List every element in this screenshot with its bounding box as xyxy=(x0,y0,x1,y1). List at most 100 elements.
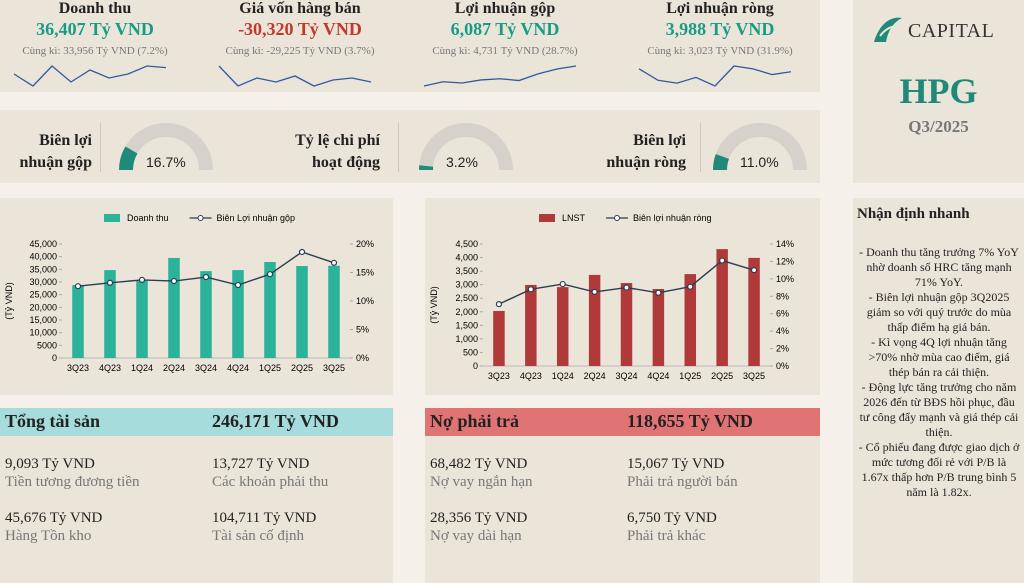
y-tick-label: 500 xyxy=(463,347,478,357)
gauge xyxy=(119,123,213,171)
x-tick-label: 4Q24 xyxy=(227,363,249,373)
kpi-panel xyxy=(0,0,820,92)
line-marker xyxy=(623,284,630,291)
line-marker xyxy=(495,301,503,308)
item-label: Nợ vay dài hạn xyxy=(430,528,522,544)
y-tick-label: 15,000 xyxy=(29,315,57,325)
period: Q3/2025 xyxy=(908,117,969,136)
section-title: Nợ phải trả xyxy=(430,411,519,431)
section-value: 246,171 Tỷ VND xyxy=(212,411,339,431)
y-axis-label: (Tỷ VND) xyxy=(429,286,439,324)
gauge-value: 3.2% xyxy=(446,154,478,170)
y-tick-label: 25,000 xyxy=(29,290,57,300)
kpi-compare: Cùng kì: 4,731 Tỷ VND (28.7%) xyxy=(432,45,578,57)
x-tick-label: 3Q24 xyxy=(195,363,217,373)
bar xyxy=(588,274,601,366)
kpi-value: -30,320 Tỷ VND xyxy=(238,19,362,39)
y-tick-label: 3,500 xyxy=(455,266,478,276)
bar xyxy=(168,257,180,358)
line-marker xyxy=(170,277,178,285)
y-tick-label: 30,000 xyxy=(29,277,57,287)
y-tick-label: 0 xyxy=(473,361,478,371)
bar xyxy=(72,285,84,358)
bar xyxy=(748,257,760,366)
y-tick-label: 35,000 xyxy=(29,264,57,274)
kpi-compare: Cùng kì: 3,023 Tỷ VND (31.9%) xyxy=(647,45,793,57)
analysis-bullet: - Cổ phiếu đang được giao dịch ở mức tươ… xyxy=(858,440,1020,499)
bar xyxy=(493,310,505,366)
line-marker xyxy=(266,271,274,278)
kpi-title: Lợi nhuận ròng xyxy=(666,0,774,17)
y-tick-label: 0% xyxy=(356,353,369,363)
analysis-panel xyxy=(853,198,1024,583)
item-label: Các khoản phải thu xyxy=(212,474,329,490)
item-value: 15,067 Tỷ VND xyxy=(627,456,725,472)
line-marker xyxy=(719,257,726,264)
sparkline-line xyxy=(13,65,167,87)
y-tick-label: 1,500 xyxy=(455,320,478,330)
gauge-value: 11.0% xyxy=(740,154,779,170)
y-tick-label: 5000 xyxy=(37,340,57,350)
y-tick-label: 2,500 xyxy=(455,293,478,303)
kpi-value: 6,087 Tỷ VND xyxy=(450,19,560,39)
x-tick-label: 1Q25 xyxy=(259,363,281,373)
sparkline-line xyxy=(638,65,792,87)
kpi-compare: Cùng kì: -29,225 Tỷ VND (3.7%) xyxy=(225,45,375,57)
sparkline xyxy=(218,65,372,87)
legend-swatch xyxy=(104,214,120,222)
bar xyxy=(652,289,665,366)
brand-logo: CAPITAL xyxy=(908,20,995,42)
line-marker xyxy=(591,288,598,296)
analysis-bullet: - Kì vọng 4Q lợi nhuận tăng >70% nhờ mùa… xyxy=(868,335,1010,379)
gauge-label: Biên lợi nhuận ròng xyxy=(606,132,686,171)
x-tick-label: 3Q23 xyxy=(67,363,89,373)
sparkline-line xyxy=(218,65,372,87)
line-marker xyxy=(202,273,210,281)
item-label: Tiền tương đương tiền xyxy=(5,474,140,490)
y-tick-label: 4% xyxy=(776,326,789,336)
line-marker xyxy=(330,259,338,266)
gauge-label: Biên lợi nhuận gộp xyxy=(19,132,93,171)
gauge-label: Tỷ lệ chi phí hoạt động xyxy=(295,132,380,171)
gauge xyxy=(419,123,513,171)
analysis-bullet: - Động lực tăng trưởng cho năm 2026 đến … xyxy=(859,380,1019,439)
liabilities-panel xyxy=(425,408,820,583)
y-tick-label: 1,000 xyxy=(455,334,478,344)
x-tick-label: 1Q24 xyxy=(131,363,153,373)
y-tick-label: 0 xyxy=(52,353,57,363)
legend-label: Biên lợi nhuận ròng xyxy=(633,213,711,223)
kpi-title: Lợi nhuận gộp xyxy=(454,0,556,17)
item-value: 13,727 Tỷ VND xyxy=(212,456,310,472)
legend-marker xyxy=(197,215,204,221)
item-value: 6,750 Tỷ VND xyxy=(627,510,717,526)
line-marker xyxy=(74,283,82,290)
item-label: Phải trả người bán xyxy=(627,474,738,490)
y-tick-label: 10% xyxy=(776,274,794,284)
line-marker xyxy=(138,276,146,284)
y-tick-label: 10% xyxy=(356,296,374,306)
item-label: Tài sản cố định xyxy=(212,528,305,544)
sparkline xyxy=(13,65,167,87)
bar xyxy=(620,283,633,366)
bar xyxy=(136,279,148,358)
x-tick-label: 2Q24 xyxy=(584,371,606,381)
item-label: Hàng Tồn kho xyxy=(5,528,92,544)
gauge xyxy=(713,123,807,171)
item-label: Nợ vay ngắn hạn xyxy=(430,474,533,490)
sparkline xyxy=(423,65,577,87)
item-label: Phải trả khác xyxy=(627,528,706,544)
kpi-title: Doanh thu xyxy=(58,0,132,17)
y-tick-label: 0% xyxy=(776,361,789,371)
bar xyxy=(296,266,308,358)
y-tick-label: 4,000 xyxy=(455,253,478,263)
divider xyxy=(700,122,701,172)
x-tick-label: 4Q23 xyxy=(99,363,121,373)
bar xyxy=(716,249,728,366)
y-tick-label: 10,000 xyxy=(29,328,57,338)
item-value: 28,356 Tỷ VND xyxy=(430,510,528,526)
x-tick-label: 2Q24 xyxy=(163,363,185,373)
gauge-value: 16.7% xyxy=(146,154,186,170)
line-marker xyxy=(559,280,566,288)
x-tick-label: 2Q25 xyxy=(711,371,733,381)
